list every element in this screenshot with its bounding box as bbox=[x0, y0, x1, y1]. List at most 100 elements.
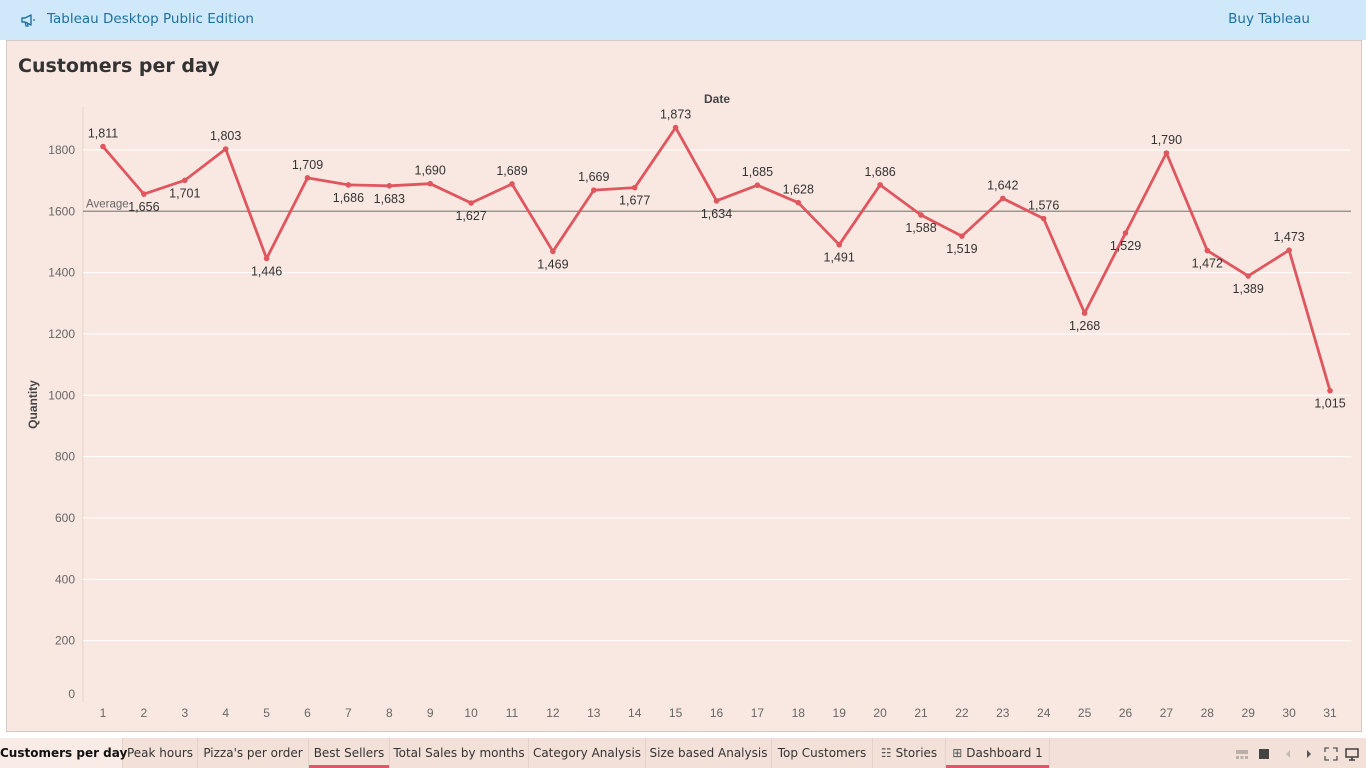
data-label-day-2: 1,656 bbox=[128, 200, 159, 214]
data-label-day-13: 1,669 bbox=[578, 170, 609, 184]
tab-label: Size based Analysis bbox=[649, 746, 768, 760]
y-tick-label: 1000 bbox=[48, 388, 75, 402]
x-tick-label: 2 bbox=[141, 706, 148, 720]
data-label-day-8: 1,683 bbox=[374, 192, 405, 206]
data-point-day-9 bbox=[427, 180, 434, 187]
data-label-day-30: 1,473 bbox=[1273, 230, 1304, 244]
tab-pizza-s-per-order[interactable]: Pizza's per order bbox=[198, 738, 309, 768]
tab-underline bbox=[309, 765, 389, 768]
data-label-day-27: 1,790 bbox=[1151, 133, 1182, 147]
tab-label: Top Customers bbox=[777, 746, 867, 760]
tab-category-analysis[interactable]: Category Analysis bbox=[529, 738, 646, 768]
x-tick-label: 16 bbox=[710, 706, 724, 720]
x-tick-label: 3 bbox=[181, 706, 188, 720]
x-tick-label: 9 bbox=[427, 706, 434, 720]
data-label-day-3: 1,701 bbox=[169, 186, 200, 200]
x-tick-label: 4 bbox=[222, 706, 229, 720]
present-icon[interactable] bbox=[1344, 746, 1360, 762]
data-point-day-26 bbox=[1122, 230, 1129, 236]
data-point-day-7 bbox=[345, 182, 352, 188]
tab-label: Total Sales by months bbox=[393, 746, 525, 760]
x-tick-label: 15 bbox=[669, 706, 683, 720]
x-tick-label: 7 bbox=[345, 706, 352, 720]
tab-label: Best Sellers bbox=[313, 746, 385, 760]
data-point-day-27 bbox=[1163, 150, 1170, 156]
data-label-day-31: 1,015 bbox=[1314, 397, 1345, 411]
data-point-day-14 bbox=[631, 184, 638, 191]
next-sheet-icon[interactable] bbox=[1301, 746, 1317, 762]
tab-total-sales-by-months[interactable]: Total Sales by months bbox=[390, 738, 529, 768]
filmstrip-view-icon[interactable] bbox=[1234, 746, 1250, 762]
tab-label: Dashboard 1 bbox=[966, 746, 1043, 760]
tab-peak-hours[interactable]: Peak hours bbox=[123, 738, 198, 768]
app-title: Tableau Desktop Public Edition bbox=[47, 11, 254, 27]
x-tick-label: 26 bbox=[1119, 706, 1133, 720]
data-label-day-28: 1,472 bbox=[1192, 257, 1223, 271]
data-label-day-10: 1,627 bbox=[455, 209, 486, 223]
data-point-day-3 bbox=[182, 177, 188, 184]
buy-tableau-link[interactable]: Buy Tableau bbox=[1228, 11, 1310, 27]
data-point-day-17 bbox=[754, 182, 761, 189]
data-label-day-6: 1,709 bbox=[292, 158, 323, 172]
tab-top-customers[interactable]: Top Customers bbox=[772, 738, 873, 768]
tab-customers-per-day[interactable]: Customers per day bbox=[0, 738, 127, 768]
data-point-day-29 bbox=[1245, 273, 1251, 279]
data-point-day-12 bbox=[550, 248, 556, 255]
data-label-day-22: 1,519 bbox=[946, 242, 977, 256]
series-line bbox=[101, 126, 1332, 392]
tab-dashboard-1[interactable]: ⊞ Dashboard 1 bbox=[946, 738, 1050, 768]
x-tick-label: 24 bbox=[1037, 706, 1051, 720]
x-tick-label: 25 bbox=[1078, 706, 1092, 720]
tabs-view-icon[interactable] bbox=[1256, 746, 1272, 762]
data-point-day-23 bbox=[1000, 195, 1006, 202]
tab-best-sellers[interactable]: Best Sellers bbox=[309, 738, 390, 768]
y-axis-title: Quantity bbox=[26, 380, 40, 429]
x-tick-label: 5 bbox=[263, 706, 270, 720]
x-tick-label: 22 bbox=[955, 706, 969, 720]
data-label-day-9: 1,690 bbox=[415, 164, 446, 178]
sheet-title: Customers per day bbox=[18, 55, 220, 77]
data-label-day-24: 1,576 bbox=[1028, 199, 1059, 213]
x-tick-label: 23 bbox=[996, 706, 1010, 720]
data-label-day-12: 1,469 bbox=[537, 257, 568, 271]
x-tick-label: 27 bbox=[1160, 706, 1174, 720]
tab-label: Category Analysis bbox=[532, 746, 642, 760]
data-point-day-6 bbox=[304, 175, 311, 181]
y-tick-label: 1600 bbox=[48, 204, 75, 218]
x-tick-label: 11 bbox=[506, 706, 519, 720]
data-point-day-19 bbox=[836, 241, 842, 248]
data-label-day-17: 1,685 bbox=[742, 165, 773, 179]
data-label-day-7: 1,686 bbox=[333, 191, 364, 205]
sheet-tab-bar: Customers per day Peak hours Pizza's per o… bbox=[0, 738, 1366, 768]
x-tick-label: 20 bbox=[873, 706, 887, 720]
x-tick-label: 1 bbox=[100, 706, 107, 720]
worksheet-canvas: Customers per day 0 200 400 600 800 1000 1200 1… bbox=[6, 40, 1362, 732]
y-tick-label: 800 bbox=[55, 450, 75, 464]
data-point-day-25 bbox=[1081, 310, 1088, 316]
fullscreen-icon[interactable] bbox=[1323, 746, 1339, 762]
data-point-day-24 bbox=[1040, 215, 1047, 222]
data-point-day-30 bbox=[1286, 247, 1292, 254]
dashboard-icon: ⊞ bbox=[952, 746, 963, 760]
data-label-day-14: 1,677 bbox=[619, 194, 650, 208]
data-label-day-16: 1,634 bbox=[701, 207, 732, 221]
previous-sheet-icon[interactable] bbox=[1280, 746, 1296, 762]
x-tick-label: 13 bbox=[587, 706, 601, 720]
x-tick-label: 28 bbox=[1201, 706, 1215, 720]
x-tick-label: 18 bbox=[792, 706, 806, 720]
line-chart: 0 200 400 600 800 1000 1200 1400 1600 1800 Quantit… bbox=[26, 92, 1351, 720]
y-tick-label: 400 bbox=[55, 572, 75, 586]
data-point-day-31 bbox=[1327, 387, 1333, 394]
tab-stories[interactable]: ☷ Stories bbox=[873, 738, 946, 768]
y-tick-label: 1200 bbox=[48, 327, 75, 341]
data-label-day-11: 1,689 bbox=[496, 164, 527, 178]
data-point-day-10 bbox=[468, 200, 474, 206]
data-point-day-15 bbox=[672, 124, 679, 131]
data-label-day-18: 1,628 bbox=[783, 183, 814, 197]
data-label-day-1: 1,811 bbox=[88, 127, 118, 141]
tab-size-based-analysis[interactable]: Size based Analysis bbox=[646, 738, 772, 768]
data-label-day-5: 1,446 bbox=[251, 265, 282, 279]
data-label-day-20: 1,686 bbox=[864, 165, 895, 179]
y-tick-label: 1400 bbox=[48, 266, 75, 280]
date-column-header: Date bbox=[704, 92, 730, 106]
